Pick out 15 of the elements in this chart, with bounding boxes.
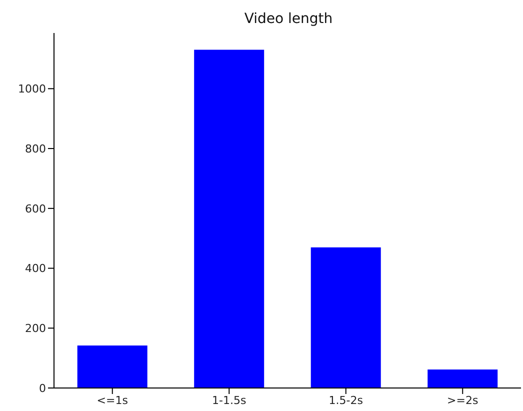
y-tick-label: 800 — [25, 142, 46, 156]
y-tick-label: 0 — [39, 382, 46, 395]
y-tick-label: 600 — [25, 202, 46, 216]
x-tick-label: >=2s — [447, 394, 478, 407]
y-tick-label: 200 — [25, 322, 46, 336]
y-tick-label: 400 — [25, 262, 46, 276]
y-tick-label: 1000 — [18, 82, 46, 96]
x-tick-label: 1.5-2s — [328, 394, 364, 407]
bar — [77, 345, 148, 388]
bar — [428, 369, 498, 388]
x-tick-label: <=1s — [96, 394, 128, 407]
chart-title: Video length — [243, 10, 334, 29]
bar — [194, 50, 264, 388]
bar — [310, 247, 381, 388]
x-tick-label: 1-1.5s — [212, 394, 246, 407]
